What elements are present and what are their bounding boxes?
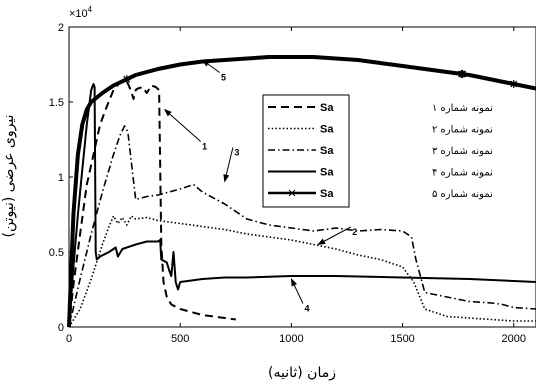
- series-marker-star: [459, 70, 467, 79]
- y-tick-label: 1.5: [49, 97, 64, 109]
- legend-marker-star: [288, 189, 296, 197]
- annotation-label: 3: [234, 148, 239, 158]
- series-line-3: [68, 125, 536, 328]
- legend-box: [262, 94, 350, 208]
- annotation-arrow: [223, 147, 234, 183]
- x-tick-label: 500: [171, 333, 189, 345]
- x-tick-label: 0: [66, 333, 72, 345]
- y-exponent-label: ×104: [69, 5, 93, 20]
- series-layer: [67, 55, 536, 328]
- legend-label-3: نمونه شماره ۳: [432, 146, 493, 157]
- x-axis-label: زمان (ثانیه): [268, 365, 336, 381]
- axes-layer: 0 500 1000 1500 2000 0 0.5 1 1.5 2: [49, 22, 536, 345]
- series-marker-star: [510, 80, 518, 88]
- annotation-arrow: [290, 278, 304, 304]
- legend-clipped-label: Sa: [320, 102, 334, 114]
- series-line-5: [67, 55, 536, 328]
- legend-clipped-label: Sa: [320, 124, 334, 136]
- annotation-arrow: [201, 59, 220, 73]
- y-tick-label: 0: [58, 322, 64, 334]
- y-tick-label: 1: [58, 172, 64, 184]
- legend-label-5: نمونه شماره ۵: [432, 189, 493, 200]
- annotation-label: 1: [202, 142, 207, 152]
- x-tick-label: 1500: [390, 333, 414, 345]
- series-marker-star: [123, 75, 131, 84]
- annotation-arrow: [317, 226, 351, 245]
- annotation-label: 5: [221, 73, 226, 83]
- annotation-layer: 1 2 3 4 5: [163, 59, 357, 314]
- y-exponent-power: 4: [88, 5, 93, 14]
- annotation-label: 4: [304, 304, 309, 314]
- x-tick-label: 1000: [279, 333, 303, 345]
- series-marker-star: [458, 69, 465, 78]
- legend-clipped-label: Sa: [320, 167, 334, 179]
- legend: Sa نمونه شماره ۱ Sa نمونه شماره ۲ Sa نمونه شم…: [262, 94, 493, 208]
- legend-label-4: نمونه شماره ۴: [432, 168, 493, 179]
- series-line-2: [68, 215, 536, 328]
- x-tick-label: 2000: [502, 333, 526, 345]
- annotation-label: 2: [352, 227, 357, 237]
- legend-label-1: نمونه شماره ۱: [432, 103, 493, 114]
- legend-label-2: نمونه شماره ۲: [432, 125, 493, 136]
- series-line-4: [68, 83, 536, 328]
- legend-clipped-label: Sa: [320, 145, 334, 157]
- y-tick-label: 2: [58, 22, 64, 34]
- series-line-1: [68, 80, 236, 328]
- legend-clipped-label: Sa: [320, 188, 334, 200]
- y-tick-label: 0.5: [49, 247, 64, 259]
- y-axis-label: نیروی عرضی (نیوتن): [1, 115, 17, 238]
- annotation-arrow: [163, 108, 201, 142]
